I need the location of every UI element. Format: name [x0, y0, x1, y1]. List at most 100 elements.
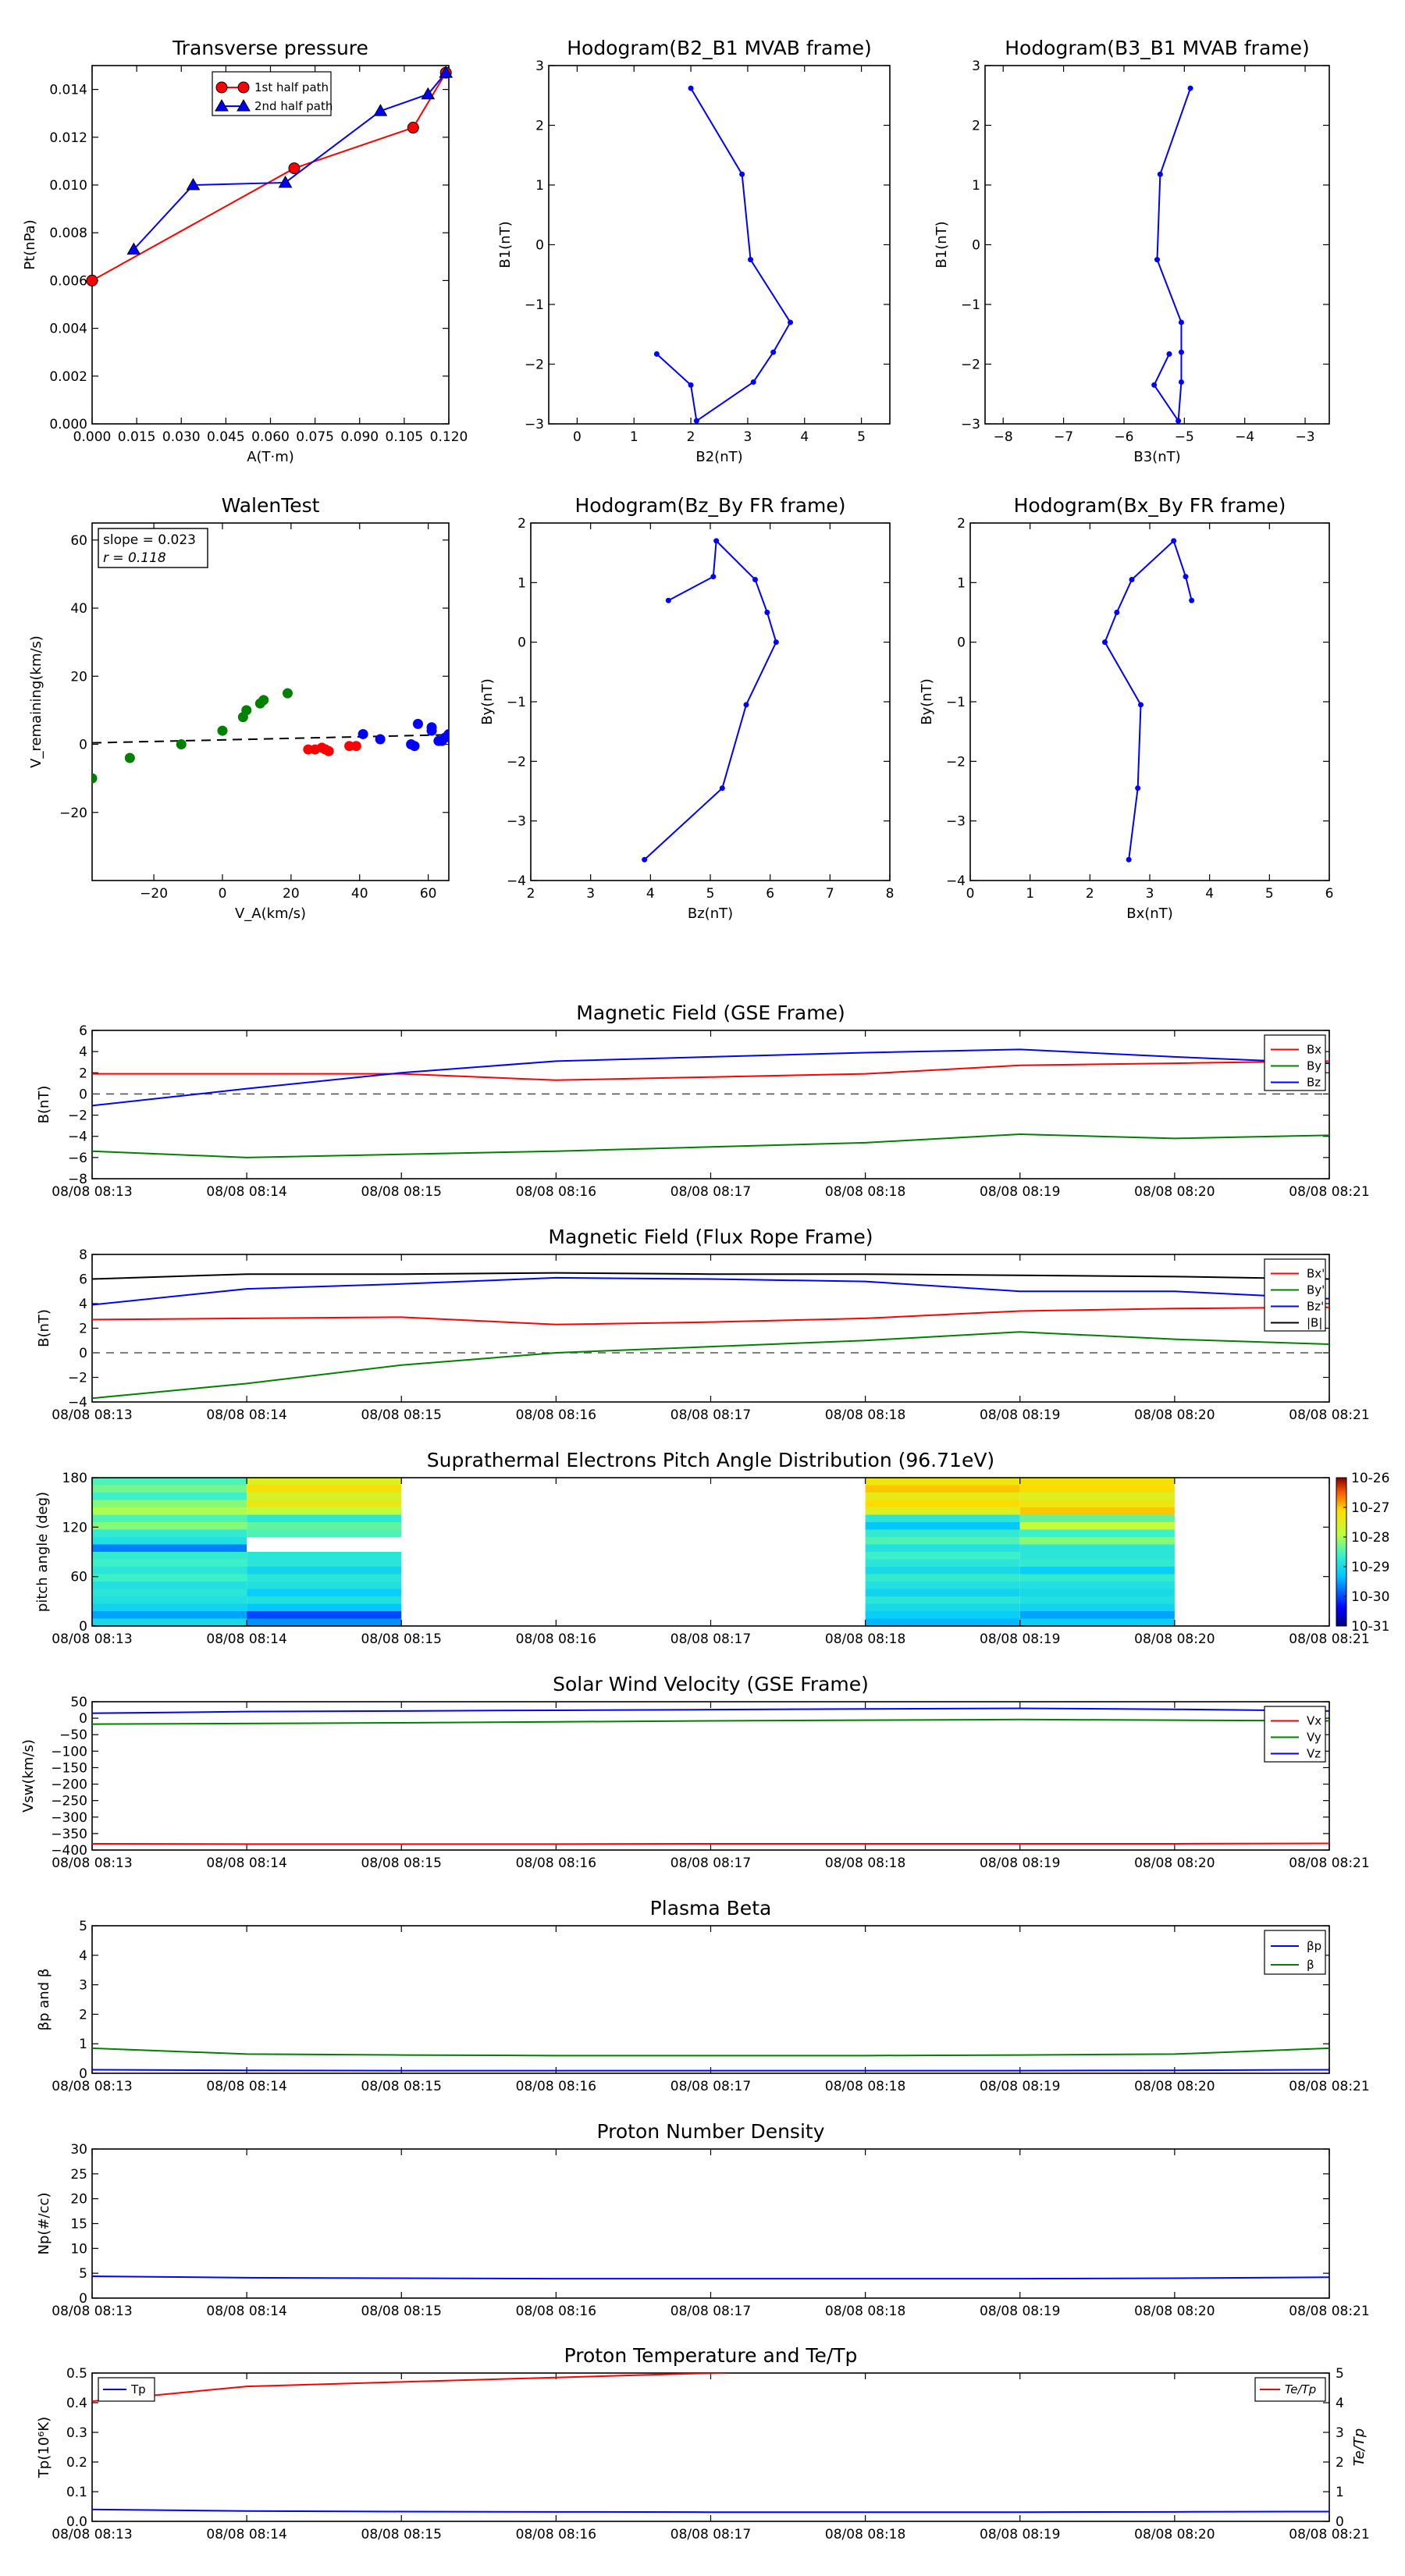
x-tick-label: 08/08 08:20 — [1134, 1184, 1215, 1200]
y-right-tick-label: 1 — [1336, 2485, 1344, 2500]
x-tick-label: 2 — [1086, 886, 1094, 902]
x-tick-label: 08/08 08:17 — [670, 1184, 751, 1200]
x-axis-label: V_A(km/s) — [235, 906, 306, 922]
x-tick-label: 08/08 08:19 — [980, 1184, 1060, 1200]
x-tick-label: 08/08 08:21 — [1289, 1631, 1369, 1647]
x-tick-label: 08/08 08:13 — [52, 1631, 132, 1647]
data-point — [739, 171, 745, 177]
data-point — [323, 745, 334, 756]
heatmap-cell — [247, 1493, 402, 1500]
y-axis-label: B1(nT) — [934, 221, 950, 268]
x-tick-label: 4 — [646, 886, 655, 902]
data-point — [1176, 418, 1182, 424]
data-point — [443, 728, 449, 739]
data-point — [357, 728, 368, 739]
annotation-r: r = 0.118 — [103, 550, 166, 566]
x-tick-label: 08/08 08:16 — [516, 2304, 596, 2319]
legend-label: βp — [1307, 1939, 1321, 1953]
x-tick-label: −4 — [1235, 429, 1254, 445]
x-tick-label: 0.120 — [430, 429, 468, 445]
chart-temp: Proton Temperature and Te/Tp 0.0 0.1 0.2 0.3… — [36, 2344, 1370, 2542]
x-tick-label: 08/08 08:19 — [980, 1407, 1060, 1423]
chart-title: Transverse pressure — [172, 37, 368, 59]
legend — [1264, 1258, 1326, 1332]
data-point — [86, 274, 98, 286]
heatmap-cell — [92, 1507, 247, 1515]
x-tick-label: 08/08 08:20 — [1134, 2527, 1215, 2542]
heatmap-cell — [865, 1522, 1020, 1530]
x-tick-label: 08/08 08:13 — [52, 1856, 132, 1871]
heatmap-cell — [1019, 1603, 1175, 1611]
x-tick-label: 08/08 08:13 — [52, 2304, 132, 2319]
y-tick-label: −50 — [59, 1727, 87, 1743]
heatmap-cell — [865, 1507, 1020, 1515]
x-tick-label: 08/08 08:19 — [980, 2527, 1060, 2542]
x-tick-label: 20 — [283, 886, 300, 902]
x-tick-label: 08/08 08:21 — [1289, 1856, 1369, 1871]
data-point — [237, 81, 250, 94]
legend-label: β — [1307, 1958, 1314, 1972]
legend-label: Vz — [1307, 1747, 1321, 1761]
y-axis-label: By(nT) — [919, 678, 935, 724]
data-point — [693, 418, 699, 424]
heatmap-cell — [1019, 1500, 1175, 1507]
series-line — [92, 1060, 1329, 1081]
colorbar-tick-label: 10-30 — [1351, 1589, 1389, 1605]
heatmap-cell — [865, 1574, 1020, 1582]
y-axis-label: pitch angle (deg) — [34, 1492, 51, 1612]
y-tick-label: −250 — [51, 1794, 87, 1809]
data-point — [350, 741, 361, 752]
y-tick-label: 0 — [535, 238, 544, 254]
x-tick-label: 08/08 08:14 — [206, 2079, 286, 2094]
annotation-box — [98, 528, 208, 568]
heatmap-cell — [92, 1514, 247, 1522]
data-point — [773, 639, 779, 646]
x-tick-label: 08/08 08:16 — [516, 1407, 596, 1423]
data-point — [1138, 702, 1144, 708]
x-tick-label: 5 — [1265, 886, 1274, 902]
x-tick-label: 0 — [219, 886, 227, 902]
y-tick-label: 8 — [79, 1247, 87, 1263]
data-point — [1114, 610, 1120, 615]
x-tick-label: 4 — [800, 429, 809, 445]
plot-frame — [91, 65, 450, 425]
y-tick-label: 0.2 — [66, 2455, 87, 2471]
heatmap-cell — [1019, 1618, 1175, 1626]
y-tick-label: 4 — [79, 1044, 87, 1060]
y-tick-label: −2 — [946, 754, 966, 770]
data-point — [713, 538, 720, 544]
x-tick-label: 0.015 — [118, 429, 156, 445]
x-axis-label: Bz(nT) — [688, 906, 733, 922]
data-point — [237, 98, 251, 112]
data-point — [258, 695, 269, 706]
heatmap-cell — [1019, 1567, 1175, 1574]
y-tick-label: −1 — [961, 297, 980, 313]
x-tick-label: 08/08 08:18 — [825, 2527, 905, 2542]
y-tick-label: 0.1 — [66, 2485, 87, 2500]
heatmap-cell — [865, 1603, 1020, 1611]
series-line — [92, 2373, 731, 2403]
x-tick-label: 08/08 08:17 — [670, 2527, 751, 2542]
y-tick-label: 30 — [70, 2142, 87, 2158]
data-point — [375, 734, 386, 745]
x-tick-label: 0.060 — [251, 429, 290, 445]
x-tick-label: 3 — [1146, 886, 1154, 902]
x-tick-label: −6 — [1114, 429, 1133, 445]
y-tick-label: 4 — [79, 1297, 87, 1312]
x-tick-label: 0.075 — [296, 429, 334, 445]
x-tick-label: 08/08 08:17 — [670, 2079, 751, 2094]
data-point — [1183, 574, 1189, 580]
legend — [1264, 1034, 1326, 1091]
y-tick-label: −300 — [51, 1810, 87, 1826]
y-axis-label: By(nT) — [479, 678, 496, 724]
heatmap-cell — [92, 1603, 247, 1611]
x-tick-label: 08/08 08:15 — [361, 1407, 442, 1423]
x-tick-label: 6 — [766, 886, 774, 902]
plot-frame — [91, 2148, 1330, 2299]
y-axis-label: Pt(nPa) — [22, 219, 38, 269]
y-tick-label: −200 — [51, 1777, 87, 1793]
heatmap-cell — [92, 1500, 247, 1507]
y-tick-label: 0 — [79, 738, 87, 753]
x-tick-label: 08/08 08:16 — [516, 2527, 596, 2542]
data-point — [719, 785, 725, 792]
